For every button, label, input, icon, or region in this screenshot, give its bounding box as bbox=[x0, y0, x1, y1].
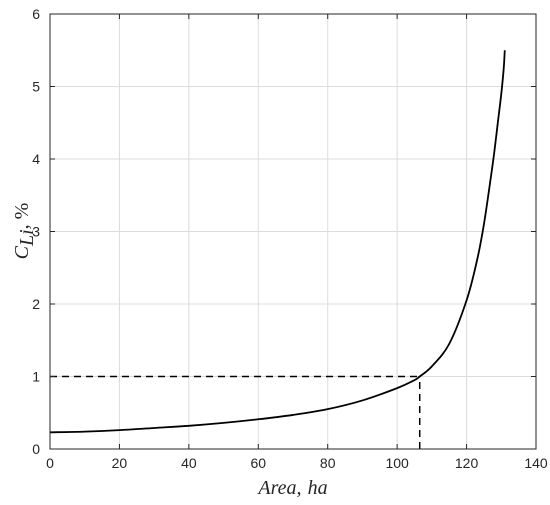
x-tick-label: 100 bbox=[385, 455, 409, 471]
x-axis-title-main: Area, bbox=[256, 477, 301, 499]
y-tick-label: 0 bbox=[32, 441, 40, 457]
x-tick-label: 0 bbox=[46, 455, 54, 471]
y-tick-label: 3 bbox=[32, 224, 40, 240]
y-axis-title: CLi, % bbox=[11, 203, 38, 260]
x-axis-title-unit: ha bbox=[308, 477, 328, 499]
x-tick-label: 20 bbox=[112, 455, 128, 471]
series-line bbox=[49, 50, 506, 434]
x-tick-label: 140 bbox=[524, 455, 548, 471]
y-tick-label: 4 bbox=[32, 151, 40, 167]
y-tick-label: 2 bbox=[32, 296, 40, 312]
series-layer bbox=[49, 50, 506, 434]
x-tick-label: 40 bbox=[181, 455, 197, 471]
y-axis-title-subscript: Li bbox=[16, 229, 38, 247]
y-tick-label: 5 bbox=[32, 79, 40, 95]
y-axis-title-unit: , % bbox=[11, 203, 33, 230]
y-axis-ticks: 0 1 2 3 4 5 6 bbox=[32, 6, 536, 457]
y-tick-label: 1 bbox=[32, 369, 40, 385]
x-tick-label: 60 bbox=[250, 455, 266, 471]
y-axis-title-symbol: C bbox=[11, 245, 33, 259]
y-tick-label: 6 bbox=[32, 6, 40, 22]
x-tick-label: 120 bbox=[455, 455, 479, 471]
x-axis-title: Area, ha bbox=[256, 477, 327, 499]
reference-lines bbox=[50, 375, 421, 449]
x-tick-label: 80 bbox=[320, 455, 336, 471]
x-axis-ticks: 0 20 40 60 80 100 120 140 bbox=[46, 14, 548, 471]
